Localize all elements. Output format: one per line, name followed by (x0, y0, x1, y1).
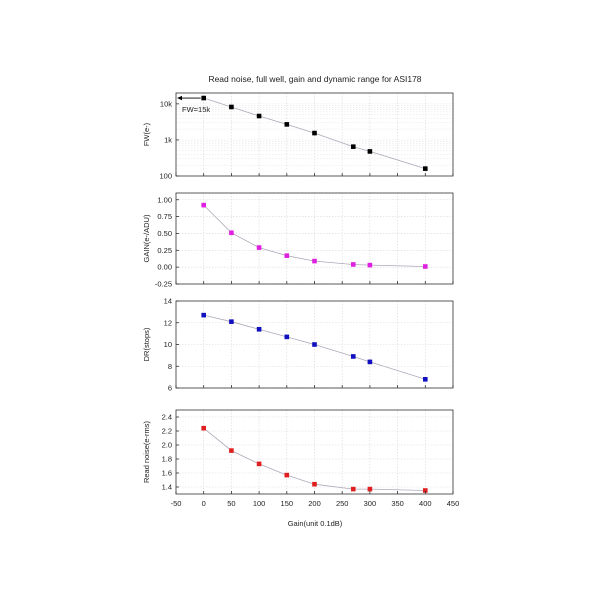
data-point (312, 481, 317, 487)
data-point (284, 334, 290, 340)
y-tick-label: 1k (164, 136, 172, 145)
x-tick-label: 0 (202, 499, 206, 508)
y-tick-label: 0.00 (157, 263, 172, 272)
data-point (367, 486, 373, 492)
x-tick-label: 100 (253, 499, 266, 508)
series-line (203, 314, 426, 380)
panel-3: 6 8 10 12 14 DR(stops) (142, 297, 454, 393)
x-tick-label: 50 (227, 499, 235, 508)
annotation-label: FW=15k (182, 105, 210, 114)
data-point (201, 312, 206, 318)
y-tick-label: 1.4 (162, 483, 172, 492)
y-tick-label: 10 (164, 340, 172, 349)
x-tick-label: 300 (364, 499, 377, 508)
data-point (256, 326, 262, 332)
x-tick-label: 200 (308, 499, 321, 508)
x-axis-label: Gain(unit 0.1dB) (288, 519, 343, 528)
series-line (203, 204, 426, 267)
data-point (423, 166, 428, 171)
x-tick-label: 350 (391, 499, 404, 508)
y-tick-label: 12 (164, 318, 172, 327)
y-tick-label: 100 (159, 172, 172, 181)
chart-title: Read noise, full well, gain and dynamic … (208, 74, 421, 84)
data-point (201, 95, 206, 101)
series-line (203, 427, 426, 491)
data-point (367, 262, 373, 268)
data-point (350, 144, 356, 149)
x-tick-label: 250 (336, 499, 349, 508)
x-tick-label: 150 (281, 499, 294, 508)
y-tick-label: 1.6 (162, 469, 172, 478)
panel-4: 1.4 1.6 1.8 2.0 2.2 2.4 Read noise(e-rms) (142, 409, 454, 495)
y-tick-label: 6 (168, 384, 172, 393)
data-point (350, 354, 356, 359)
data-point (229, 230, 234, 236)
x-tick-label: -50 (171, 499, 182, 508)
panels-layer: 100 1k 10k FW(e-) FW=15k -0.25 0.00 0.25 0.50 0.7… (142, 92, 454, 495)
annotation-arrowhead (177, 95, 182, 101)
y-tick-label: 0.25 (157, 246, 172, 255)
panel-2: -0.25 0.00 0.25 0.50 0.75 1.00 GAIN(e-/ADU) (142, 192, 454, 289)
series-line (203, 97, 426, 169)
data-point (229, 319, 234, 324)
y-tick-label: 1.00 (157, 195, 172, 204)
data-point (201, 425, 206, 431)
x-tick-label: 450 (447, 499, 460, 508)
data-point (201, 202, 206, 208)
data-point (312, 258, 317, 264)
y-tick-label: 2.2 (162, 427, 172, 436)
panel-1: 100 1k 10k FW(e-) FW=15k (142, 92, 454, 181)
data-point (256, 113, 262, 119)
data-point (312, 342, 317, 347)
y-tick-label: 0.75 (157, 212, 172, 221)
x-axis: -50 0 50 100 150 200 250 300 350 400 450 (171, 499, 460, 508)
data-point (256, 245, 262, 250)
y-tick-label: 8 (168, 362, 172, 371)
data-point (423, 377, 428, 382)
data-point (350, 262, 356, 267)
data-point (229, 448, 234, 453)
y-tick-label: 14 (164, 297, 172, 306)
data-point (423, 264, 428, 269)
data-point (367, 149, 373, 154)
data-point (367, 359, 373, 365)
data-point (284, 472, 290, 478)
grid (175, 410, 454, 494)
data-point (284, 253, 290, 258)
data-point (256, 461, 262, 467)
y-axis-label: FW(e-) (142, 122, 151, 146)
y-tick-label: 2.0 (162, 441, 172, 450)
y-tick-label: 2.4 (162, 413, 172, 422)
x-tick-label: 400 (419, 499, 432, 508)
data-point (423, 488, 428, 493)
grid (175, 193, 454, 285)
data-point (284, 122, 290, 127)
y-tick-label: 10k (160, 99, 172, 108)
y-tick-label: -0.25 (155, 280, 172, 289)
data-point (350, 486, 356, 492)
y-tick-label: 1.8 (162, 455, 172, 464)
y-axis-label: Read noise(e-rms) (142, 420, 151, 483)
data-point (312, 130, 317, 136)
data-point (229, 104, 234, 110)
y-tick-label: 0.50 (157, 229, 172, 238)
y-axis-label: DR(stops) (142, 327, 151, 361)
y-axis-label: GAIN(e-/ADU) (142, 214, 151, 262)
